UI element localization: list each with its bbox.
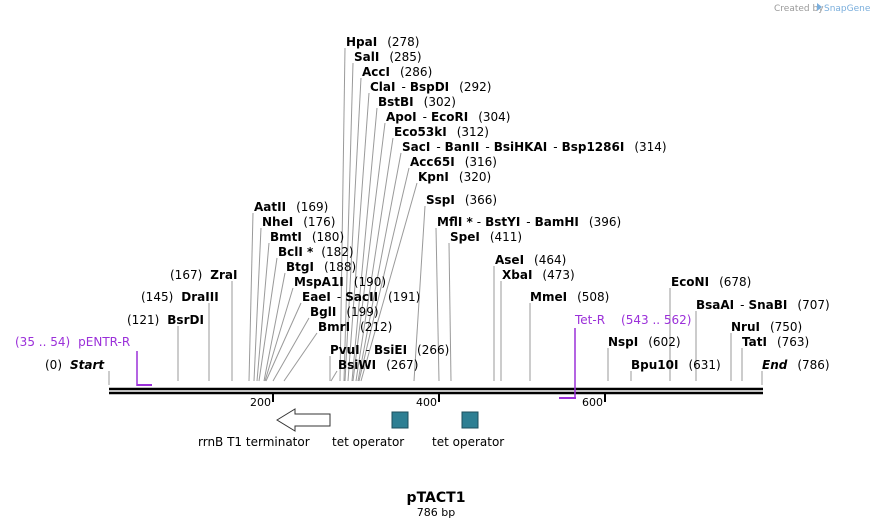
site-label[interactable]: EaeI - SacII (191) — [302, 290, 420, 304]
site-label[interactable]: EcoNI (678) — [671, 275, 751, 289]
site-label[interactable]: ClaI - BspDI (292) — [370, 80, 491, 94]
site-label[interactable]: AseI (464) — [495, 253, 566, 267]
credit-text: Created by — [774, 4, 824, 14]
site-label[interactable]: MmeI (508) — [530, 290, 609, 304]
site-label[interactable]: BclI * (182) — [278, 245, 354, 259]
site-label[interactable]: (145) DraIII — [141, 290, 219, 304]
site-label[interactable]: MspA1I (190) — [294, 275, 386, 289]
site-label[interactable]: (167) ZraI — [170, 268, 237, 282]
site-label[interactable]: MflI * - BstYI - BamHI (396) — [437, 215, 621, 229]
feature-label: tet operator — [332, 435, 404, 449]
ruler: 200 400 600 — [250, 393, 606, 409]
feature-tet-operator-1[interactable]: tet operator — [332, 411, 409, 449]
site-label[interactable]: BtgI (188) — [286, 260, 356, 274]
feature-tet-operator-2[interactable]: tet operator — [432, 411, 504, 449]
feature-rrnb-t1-terminator[interactable]: rrnB T1 terminator — [198, 408, 331, 449]
credit-brand: SnapGene — [824, 4, 871, 14]
site-leader-lines — [108, 47, 763, 385]
site-label[interactable]: SalI (285) — [354, 50, 422, 64]
tick-label-200: 200 — [250, 396, 271, 409]
site-label[interactable]: BsaAI - SnaBI (707) — [696, 298, 830, 312]
site-label[interactable]: BmrI (212) — [318, 320, 392, 334]
site-label[interactable]: NspI (602) — [608, 335, 681, 349]
site-label[interactable]: (121) BsrDI — [127, 313, 204, 327]
site-label[interactable]: BmtI (180) — [270, 230, 344, 244]
site-label[interactable]: SacI - BanII - BsiHKAI - Bsp1286I (314) — [402, 140, 667, 154]
site-label[interactable]: HpaI (278) — [346, 35, 419, 49]
snapgene-logo-icon — [817, 3, 822, 11]
site-label[interactable]: BglI (199) — [310, 305, 379, 319]
tick-label-600: 600 — [582, 396, 603, 409]
site-label[interactable]: NheI (176) — [262, 215, 335, 229]
site-label[interactable]: SspI (366) — [426, 193, 497, 207]
tick-label-400: 400 — [416, 396, 437, 409]
primer-label: Tet-R (543 .. 562) — [574, 313, 691, 327]
site-label[interactable]: KpnI (320) — [418, 170, 491, 184]
plasmid-length: 786 bp — [417, 506, 455, 519]
site-label[interactable]: TatI (763) — [742, 335, 809, 349]
feature-label: tet operator — [432, 435, 504, 449]
site-label[interactable]: BsiWI (267) — [338, 358, 418, 372]
plasmid-name: pTACT1 — [407, 490, 466, 506]
primer-label: (35 .. 54) pENTR-R — [15, 335, 130, 349]
site-label[interactable]: Acc65I (316) — [410, 155, 497, 169]
start-label: (0) Start — [45, 358, 105, 372]
feature-label: rrnB T1 terminator — [198, 435, 310, 449]
site-label[interactable]: PvuI - BsiEI (266) — [330, 343, 449, 357]
primer-tet-r[interactable]: Tet-R (543 .. 562) — [559, 313, 691, 399]
end-label: End (786) — [762, 358, 830, 372]
site-label[interactable]: ApoI - EcoRI (304) — [386, 110, 510, 124]
primer-pentr-r[interactable]: (35 .. 54) pENTR-R — [15, 335, 152, 386]
site-label[interactable]: Eco53kI (312) — [394, 125, 489, 139]
sequence-backbone — [109, 387, 763, 395]
site-label[interactable]: Bpu10I (631) — [631, 358, 721, 372]
site-label[interactable]: BstBI (302) — [378, 95, 456, 109]
site-label[interactable]: XbaI (473) — [502, 268, 575, 282]
site-label[interactable]: SpeI (411) — [450, 230, 522, 244]
site-label[interactable]: AccI (286) — [362, 65, 432, 79]
site-label[interactable]: AatII (169) — [254, 200, 328, 214]
site-label[interactable]: NruI (750) — [731, 320, 802, 334]
